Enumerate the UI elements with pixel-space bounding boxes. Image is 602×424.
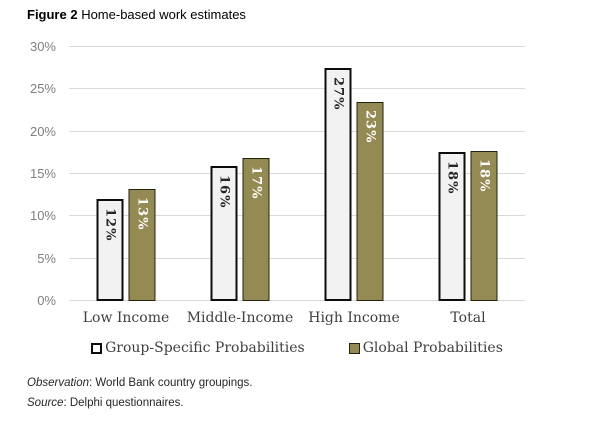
gridline <box>69 173 525 174</box>
observation-note: Observation: World Bank country grouping… <box>27 376 252 396</box>
y-axis-tick-label: 0% <box>37 293 56 308</box>
gridline <box>69 215 525 217</box>
bar-group-low-income: 12% 13% <box>96 189 156 301</box>
bar-white-outlined: 16% <box>210 165 238 301</box>
gridline <box>69 88 525 90</box>
legend: Group-Specific Probabilities Global Proba… <box>69 340 525 356</box>
gridline <box>69 130 525 132</box>
x-axis-category-label: Total <box>450 310 486 326</box>
source-text: : Delphi questionnaires. <box>63 397 184 409</box>
legend-swatch-olive-filled-icon <box>348 342 360 354</box>
figure-title-number: Figure 2 <box>27 7 78 22</box>
y-axis-tick-label: 10% <box>29 208 56 224</box>
legend-swatch-white-outlined-icon <box>91 342 103 354</box>
bar-olive-filled: 17% <box>242 157 270 301</box>
footnotes: Observation: World Bank country grouping… <box>27 376 252 416</box>
bar-value-label: 27% <box>330 77 346 111</box>
observation-text: : World Bank country groupings. <box>89 377 253 389</box>
gridline <box>69 300 525 301</box>
y-axis-tick-label: 30% <box>29 39 56 54</box>
bar-white-outlined: 18% <box>438 152 466 301</box>
legend-label: Group-Specific Probabilities <box>105 340 305 356</box>
y-axis-tick-label: 5% <box>37 250 56 266</box>
legend-item-white-outlined: Group-Specific Probabilities <box>91 340 305 356</box>
y-axis-tick-label: 25% <box>29 81 56 97</box>
legend-label: Global Probabilities <box>362 340 503 356</box>
x-axis-category-label: High Income <box>308 310 400 326</box>
gridline <box>69 257 525 259</box>
bar-value-label: 12% <box>102 208 118 242</box>
observation-label: Observation <box>27 377 90 389</box>
figure-title-text: Home-based work estimates <box>77 7 246 22</box>
bar-value-label: 23% <box>362 110 378 144</box>
bar-group-middle-income: 16% 17% <box>210 157 270 301</box>
y-axis-tick-label: 20% <box>29 123 56 139</box>
source-note: Source: Delphi questionnaires. <box>27 396 252 416</box>
y-axis-tick-label: 15% <box>29 166 56 181</box>
bar-group-total: 18% 18% <box>438 151 498 301</box>
bar-group-high-income: 27% 23% <box>324 68 384 301</box>
bar-olive-filled: 23% <box>356 102 384 301</box>
figure-title: Figure 2 Home-based work estimates <box>27 7 246 22</box>
plot-area: 0% 5% 10% 15% 20% 25% 30% 12% 13% Low Income 16% 17… <box>30 39 525 326</box>
bar-value-label: 18% <box>444 161 460 195</box>
bar-white-outlined: 12% <box>96 199 124 301</box>
bar-olive-filled: 13% <box>128 189 156 301</box>
bar-value-label: 13% <box>134 197 150 231</box>
bar-olive-filled: 18% <box>470 151 498 301</box>
bar-value-label: 16% <box>216 174 232 208</box>
x-axis-category-label: Middle-Income <box>186 310 294 326</box>
bar-white-outlined: 27% <box>324 68 352 301</box>
legend-item-olive-filled: Global Probabilities <box>348 340 503 356</box>
source-label: Source <box>27 397 64 409</box>
gridline <box>69 46 525 47</box>
bar-value-label: 18% <box>476 159 492 193</box>
bar-value-label: 17% <box>248 165 264 200</box>
x-axis-category-label: Low Income <box>82 310 170 326</box>
